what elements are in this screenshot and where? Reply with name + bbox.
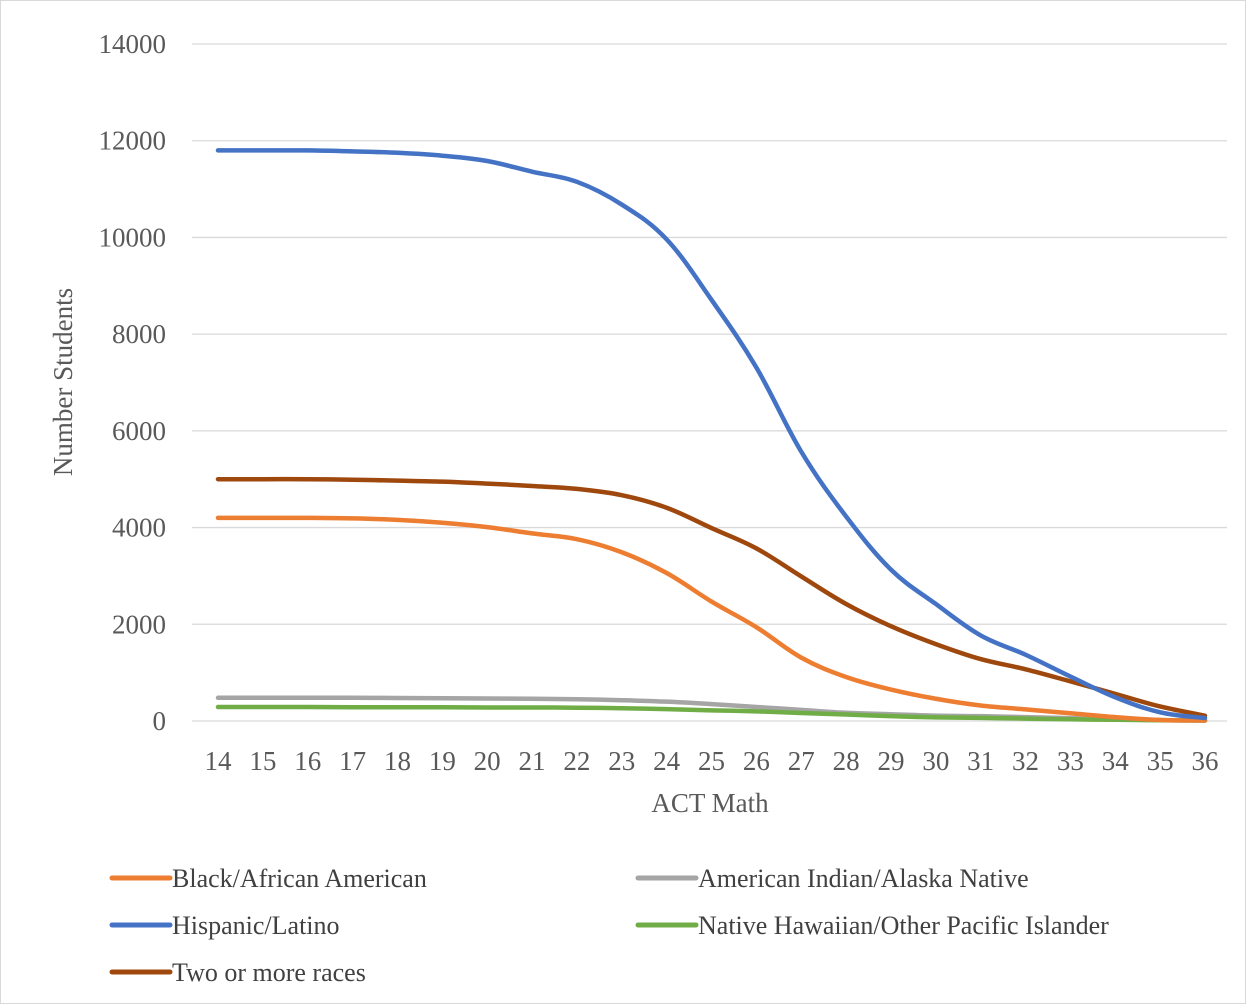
x-tick-label: 33 bbox=[1057, 746, 1084, 776]
series-line-two-or-more-races bbox=[215, 476, 1208, 718]
x-tick-label: 35 bbox=[1147, 746, 1174, 776]
series-line-black-african-american bbox=[215, 515, 1208, 723]
legend-label-hispanic-latino: Hispanic/Latino bbox=[172, 911, 340, 940]
x-tick-label: 19 bbox=[429, 746, 456, 776]
x-tick-label: 23 bbox=[608, 746, 635, 776]
x-tick-label: 29 bbox=[877, 746, 904, 776]
y-axis-ticks: 0 2000 4000 6000 8000 10000 12000 14000 bbox=[99, 29, 167, 736]
x-tick-label: 17 bbox=[339, 746, 366, 776]
y-tick-label: 0 bbox=[153, 706, 167, 736]
legend-label-black-african-american: Black/African American bbox=[172, 864, 427, 893]
y-tick-label: 2000 bbox=[112, 609, 166, 639]
x-tick-label: 18 bbox=[384, 746, 411, 776]
gridlines bbox=[192, 43, 1227, 722]
y-axis-title: Number Students bbox=[48, 288, 78, 476]
series-lines bbox=[215, 148, 1208, 723]
x-tick-label: 21 bbox=[519, 746, 546, 776]
series-line-hispanic-latino bbox=[215, 148, 1208, 721]
legend-label-american-indian-alaska-native: American Indian/Alaska Native bbox=[698, 864, 1029, 893]
x-tick-label: 20 bbox=[474, 746, 501, 776]
series-line-native-hawaiian-other-pacific-islander bbox=[215, 704, 1208, 723]
y-tick-label: 12000 bbox=[99, 126, 167, 156]
y-tick-label: 6000 bbox=[112, 416, 166, 446]
y-tick-label: 14000 bbox=[99, 29, 167, 59]
legend-label-two-or-more-races: Two or more races bbox=[172, 958, 366, 987]
x-tick-label: 32 bbox=[1012, 746, 1039, 776]
x-tick-label: 31 bbox=[967, 746, 994, 776]
y-tick-label: 4000 bbox=[112, 513, 166, 543]
x-tick-label: 28 bbox=[833, 746, 860, 776]
legend-label-native-hawaiian-other-pacific-islander: Native Hawaiian/Other Pacific Islander bbox=[698, 911, 1109, 940]
x-tick-label: 30 bbox=[922, 746, 949, 776]
x-tick-label: 27 bbox=[788, 746, 815, 776]
x-tick-label: 24 bbox=[653, 746, 681, 776]
y-tick-label: 10000 bbox=[99, 222, 167, 252]
x-tick-label: 15 bbox=[249, 746, 276, 776]
x-tick-label: 34 bbox=[1102, 746, 1130, 776]
x-tick-label: 36 bbox=[1192, 746, 1219, 776]
x-tick-label: 22 bbox=[563, 746, 590, 776]
x-tick-label: 14 bbox=[205, 746, 233, 776]
x-axis-title: ACT Math bbox=[651, 788, 769, 818]
x-axis-ticks: 14 15 16 17 18 19 20 21 22 23 24 25 26 27 28 29 30 31 32 33… bbox=[205, 746, 1219, 776]
x-tick-label: 25 bbox=[698, 746, 725, 776]
x-tick-label: 16 bbox=[294, 746, 321, 776]
legend: Black/African American American Indian/Al… bbox=[109, 864, 1109, 987]
x-tick-label: 26 bbox=[743, 746, 770, 776]
y-tick-label: 8000 bbox=[112, 319, 166, 349]
